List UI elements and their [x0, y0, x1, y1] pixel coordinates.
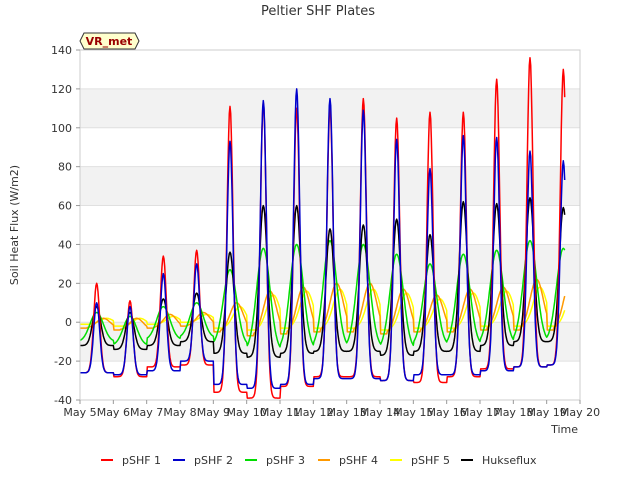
grid-band: [80, 244, 580, 284]
y-tick-label: 100: [51, 122, 72, 135]
badge: VR_met: [79, 32, 140, 50]
y-tick-label: 60: [58, 200, 72, 213]
x-tick-label: May 5: [63, 406, 96, 419]
x-tick-label: May 9: [197, 406, 230, 419]
y-tick-label: 140: [51, 44, 72, 57]
x-tick-label: May 18: [493, 406, 533, 419]
legend-item: pSHF 3: [245, 454, 305, 467]
series-layer: [79, 57, 566, 399]
plot-border: [79, 49, 581, 401]
legend-label: pSHF 4: [339, 454, 378, 467]
x-tick-label: May 8: [163, 406, 196, 419]
x-tick-label: May 16: [427, 406, 467, 419]
x-tick-label: May 11: [260, 406, 300, 419]
x-tick-label: May 10: [227, 406, 267, 419]
x-tick-label: May 15: [393, 406, 433, 419]
grid-band: [80, 166, 580, 206]
y-axis-label: Soil Heat Flux (W/m2): [8, 165, 21, 285]
y-tick-label: -40: [54, 394, 72, 407]
series-line-pshf-2: [79, 88, 566, 390]
x-tick-label: May 13: [327, 406, 367, 419]
legend-item: Hukseflux: [461, 454, 537, 467]
x-tick-label: May 14: [360, 406, 400, 419]
y-tick-label: 80: [58, 161, 72, 174]
badge-label: VR_met: [86, 35, 133, 48]
legend-item: pSHF 1: [101, 454, 161, 467]
legend-item: pSHF 2: [173, 454, 233, 467]
grid-lines: [80, 49, 580, 401]
legend-label: pSHF 1: [122, 454, 161, 467]
x-tick-label: May 7: [130, 406, 163, 419]
x-tick-label: May 17: [460, 406, 500, 419]
legend-label: Hukseflux: [482, 454, 537, 467]
legend-label: pSHF 5: [411, 454, 450, 467]
chart-title: Peltier SHF Plates: [261, 4, 375, 19]
x-axis-label: Time: [550, 423, 578, 436]
legend-label: pSHF 3: [266, 454, 305, 467]
grid-band: [80, 322, 580, 362]
grid-bands: [80, 88, 580, 362]
y-axis: -40 -20 0 20 40 60 80 100 120 140: [51, 44, 80, 407]
y-tick-label: 120: [51, 83, 72, 96]
legend-item: pSHF 5: [390, 454, 450, 467]
legend: pSHF 1 pSHF 2 pSHF 3 pSHF 4 pSHF 5 Hukseflux: [101, 454, 537, 467]
x-tick-label: May 20: [560, 406, 600, 419]
y-tick-label: 40: [58, 238, 72, 251]
x-tick-label: May 12: [293, 406, 333, 419]
badge-box: [79, 32, 140, 50]
y-tick-label: 20: [58, 277, 72, 290]
y-tick-label: -20: [54, 355, 72, 368]
x-tick-label: May 19: [527, 406, 567, 419]
y-tick-label: 0: [65, 316, 72, 329]
legend-item: pSHF 4: [318, 454, 378, 467]
legend-label: pSHF 2: [194, 454, 233, 467]
x-tick-label: May 6: [97, 406, 130, 419]
